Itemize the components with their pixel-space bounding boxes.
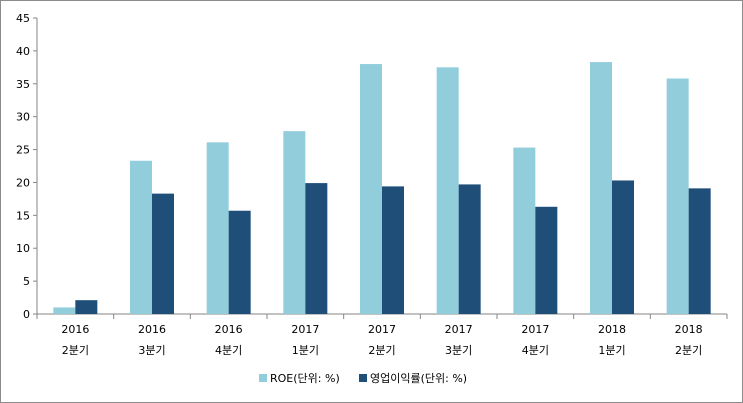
y-tick-label: 25 <box>16 144 30 157</box>
bar-operating-margin <box>382 186 404 314</box>
bar-operating-margin <box>458 184 481 314</box>
y-tick-label: 0 <box>23 308 30 321</box>
x-tick-label: 3분기 <box>138 344 165 357</box>
x-tick-label: 2016 <box>61 323 89 336</box>
bar-roe <box>130 160 152 314</box>
bar-operating-margin <box>612 180 634 314</box>
bar-operating-margin <box>688 188 711 314</box>
legend-label: 영업이익률(단위: %) <box>370 372 467 385</box>
legend-label: ROE(단위: %) <box>270 372 340 385</box>
bar-roe <box>53 307 76 314</box>
y-tick-label: 35 <box>16 78 30 91</box>
bar-roe <box>206 142 229 314</box>
x-tick-label: 2분기 <box>675 344 702 357</box>
x-tick-label: 4분기 <box>215 344 242 357</box>
x-tick-label: 2017 <box>445 323 473 336</box>
x-tick-label: 2016 <box>215 323 243 336</box>
x-tick-label: 1분기 <box>598 344 625 357</box>
bar-roe <box>513 147 536 314</box>
x-tick-label: 2분기 <box>62 344 89 357</box>
y-tick-label: 15 <box>16 209 30 222</box>
x-tick-label: 2017 <box>368 323 396 336</box>
y-tick-label: 20 <box>16 176 30 189</box>
x-tick-label: 2016 <box>138 323 166 336</box>
y-tick-label: 45 <box>16 12 30 25</box>
bars <box>53 62 711 315</box>
tick-labels: 0 5 10 15 20 25 30 35 40 45 2016 2분기 2016 3분기 2016 4분기 2… <box>16 12 703 357</box>
bar-roe <box>360 64 382 314</box>
legend-swatch <box>259 374 267 382</box>
y-tick-label: 40 <box>16 45 30 58</box>
x-tick-label: 2017 <box>521 323 549 336</box>
bar-operating-margin <box>152 193 174 314</box>
x-tick-label: 1분기 <box>292 344 319 357</box>
legend-swatch <box>359 374 367 382</box>
legend: ROE(단위: %) 영업이익률(단위: %) <box>259 372 467 385</box>
x-tick-label: 2018 <box>598 323 626 336</box>
bar-roe <box>666 78 689 314</box>
y-tick-label: 5 <box>23 275 30 288</box>
bar-operating-margin <box>228 210 251 314</box>
x-tick-label: 2분기 <box>368 344 395 357</box>
x-tick-label: 3분기 <box>445 344 472 357</box>
bar-roe <box>436 67 459 314</box>
bar-operating-margin <box>305 183 328 314</box>
x-tick-label: 2017 <box>291 323 319 336</box>
y-tick-label: 10 <box>16 242 30 255</box>
bar-roe <box>590 62 612 315</box>
bar-operating-margin <box>75 300 98 314</box>
bar-operating-margin <box>535 206 558 314</box>
x-tick-label: 2018 <box>675 323 703 336</box>
x-tick-label: 4분기 <box>522 344 549 357</box>
y-tick-label: 30 <box>16 111 30 124</box>
bar-roe <box>283 131 306 314</box>
